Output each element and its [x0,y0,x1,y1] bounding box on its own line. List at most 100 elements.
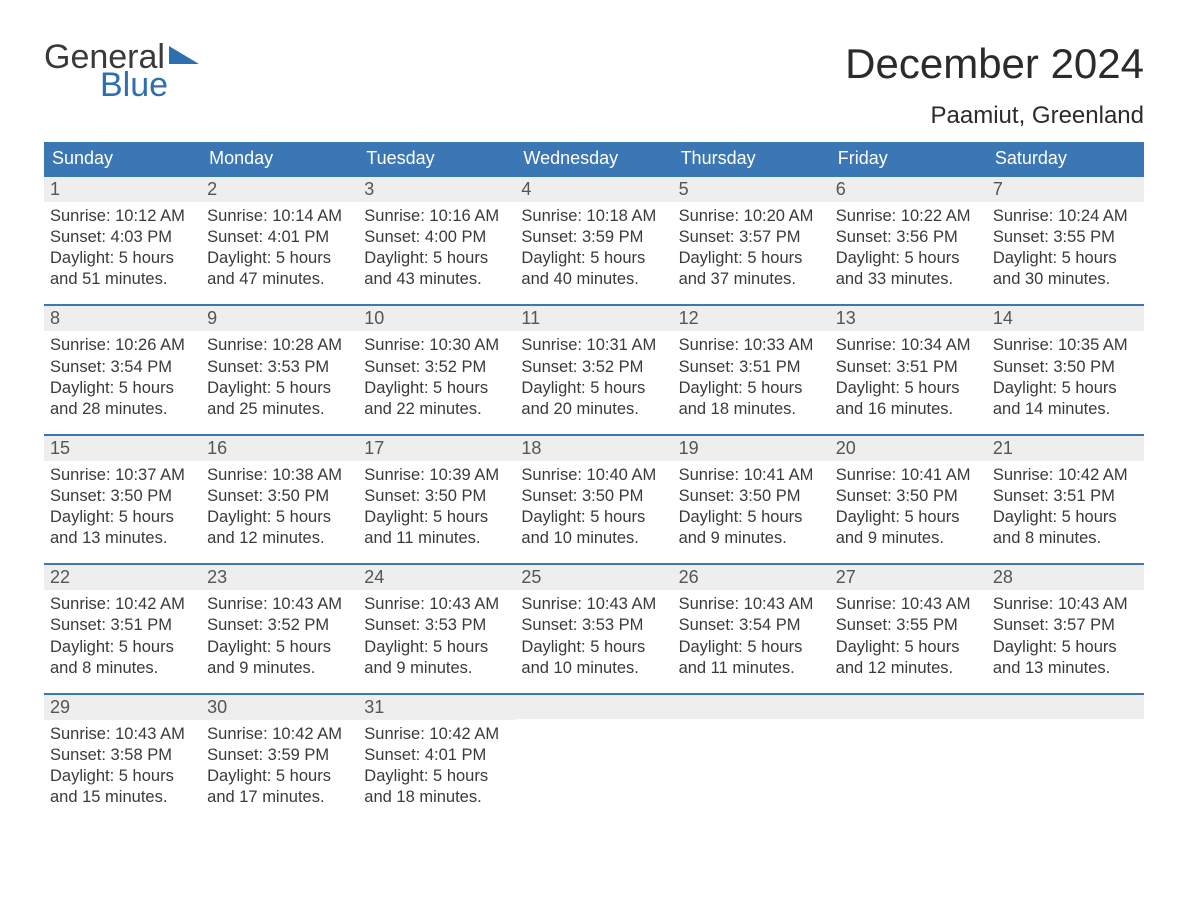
d1-text: Daylight: 5 hours [364,507,509,528]
sunset-text: Sunset: 3:59 PM [207,745,352,766]
calendar: Sunday Monday Tuesday Wednesday Thursday… [44,142,1144,808]
sunrise-text: Sunrise: 10:42 AM [207,724,352,745]
d2-text: and 40 minutes. [521,269,666,290]
dow-sunday: Sunday [44,142,201,175]
day-number: 1 [44,177,201,202]
day-content: Sunrise: 10:40 AMSunset: 3:50 PMDaylight… [515,461,672,549]
day-content: Sunrise: 10:30 AMSunset: 3:52 PMDaylight… [358,331,515,419]
sunset-text: Sunset: 3:56 PM [836,227,981,248]
day-cell: 31Sunrise: 10:42 AMSunset: 4:01 PMDaylig… [358,695,515,808]
day-cell: 20Sunrise: 10:41 AMSunset: 3:50 PMDaylig… [830,436,987,549]
day-number [515,695,672,719]
d1-text: Daylight: 5 hours [207,637,352,658]
day-content [830,719,987,799]
week-row: 1Sunrise: 10:12 AMSunset: 4:03 PMDayligh… [44,175,1144,290]
sunrise-text: Sunrise: 10:43 AM [993,594,1138,615]
d1-text: Daylight: 5 hours [836,248,981,269]
header: General Blue December 2024 Paamiut, Gree… [44,40,1144,130]
day-number: 17 [358,436,515,461]
d1-text: Daylight: 5 hours [207,507,352,528]
week-row: 15Sunrise: 10:37 AMSunset: 3:50 PMDaylig… [44,434,1144,549]
d2-text: and 10 minutes. [521,528,666,549]
location: Paamiut, Greenland [845,102,1144,130]
sunset-text: Sunset: 3:51 PM [993,486,1138,507]
day-number: 14 [987,306,1144,331]
d1-text: Daylight: 5 hours [679,378,824,399]
d2-text: and 18 minutes. [364,787,509,808]
sunrise-text: Sunrise: 10:26 AM [50,335,195,356]
sunset-text: Sunset: 3:50 PM [679,486,824,507]
day-number: 19 [673,436,830,461]
sunrise-text: Sunrise: 10:33 AM [679,335,824,356]
d1-text: Daylight: 5 hours [993,248,1138,269]
d1-text: Daylight: 5 hours [50,378,195,399]
day-cell: 27Sunrise: 10:43 AMSunset: 3:55 PMDaylig… [830,565,987,678]
day-content [673,719,830,799]
sunset-text: Sunset: 3:57 PM [993,615,1138,636]
sunset-text: Sunset: 4:01 PM [207,227,352,248]
sunset-text: Sunset: 3:58 PM [50,745,195,766]
sunset-text: Sunset: 3:50 PM [207,486,352,507]
weeks-container: 1Sunrise: 10:12 AMSunset: 4:03 PMDayligh… [44,175,1144,808]
day-cell [515,695,672,808]
d2-text: and 9 minutes. [679,528,824,549]
day-cell: 11Sunrise: 10:31 AMSunset: 3:52 PMDaylig… [515,306,672,419]
day-cell: 17Sunrise: 10:39 AMSunset: 3:50 PMDaylig… [358,436,515,549]
d1-text: Daylight: 5 hours [50,637,195,658]
week-row: 29Sunrise: 10:43 AMSunset: 3:58 PMDaylig… [44,693,1144,808]
day-content: Sunrise: 10:43 AMSunset: 3:57 PMDaylight… [987,590,1144,678]
d1-text: Daylight: 5 hours [521,637,666,658]
d2-text: and 12 minutes. [207,528,352,549]
d1-text: Daylight: 5 hours [207,766,352,787]
sunrise-text: Sunrise: 10:18 AM [521,206,666,227]
sunrise-text: Sunrise: 10:35 AM [993,335,1138,356]
day-cell [830,695,987,808]
sunset-text: Sunset: 3:51 PM [679,357,824,378]
day-content: Sunrise: 10:22 AMSunset: 3:56 PMDaylight… [830,202,987,290]
d1-text: Daylight: 5 hours [993,507,1138,528]
d2-text: and 28 minutes. [50,399,195,420]
sunrise-text: Sunrise: 10:14 AM [207,206,352,227]
day-number: 12 [673,306,830,331]
sunrise-text: Sunrise: 10:43 AM [521,594,666,615]
day-cell: 5Sunrise: 10:20 AMSunset: 3:57 PMDayligh… [673,177,830,290]
sunset-text: Sunset: 3:53 PM [521,615,666,636]
dow-monday: Monday [201,142,358,175]
sunrise-text: Sunrise: 10:20 AM [679,206,824,227]
day-number: 21 [987,436,1144,461]
day-number: 16 [201,436,358,461]
sunrise-text: Sunrise: 10:37 AM [50,465,195,486]
day-number [830,695,987,719]
day-cell: 14Sunrise: 10:35 AMSunset: 3:50 PMDaylig… [987,306,1144,419]
month-title: December 2024 [845,40,1144,88]
dow-thursday: Thursday [673,142,830,175]
day-cell: 1Sunrise: 10:12 AMSunset: 4:03 PMDayligh… [44,177,201,290]
day-cell: 13Sunrise: 10:34 AMSunset: 3:51 PMDaylig… [830,306,987,419]
day-cell: 3Sunrise: 10:16 AMSunset: 4:00 PMDayligh… [358,177,515,290]
day-content: Sunrise: 10:24 AMSunset: 3:55 PMDaylight… [987,202,1144,290]
day-number: 5 [673,177,830,202]
sunrise-text: Sunrise: 10:24 AM [993,206,1138,227]
day-content: Sunrise: 10:43 AMSunset: 3:55 PMDaylight… [830,590,987,678]
sunrise-text: Sunrise: 10:31 AM [521,335,666,356]
d2-text: and 9 minutes. [836,528,981,549]
sunset-text: Sunset: 3:50 PM [836,486,981,507]
sunset-text: Sunset: 3:51 PM [50,615,195,636]
day-content: Sunrise: 10:43 AMSunset: 3:53 PMDaylight… [515,590,672,678]
day-number: 29 [44,695,201,720]
d2-text: and 37 minutes. [679,269,824,290]
day-content: Sunrise: 10:43 AMSunset: 3:52 PMDaylight… [201,590,358,678]
day-cell: 28Sunrise: 10:43 AMSunset: 3:57 PMDaylig… [987,565,1144,678]
sunrise-text: Sunrise: 10:16 AM [364,206,509,227]
sunset-text: Sunset: 3:57 PM [679,227,824,248]
day-content: Sunrise: 10:34 AMSunset: 3:51 PMDaylight… [830,331,987,419]
sunrise-text: Sunrise: 10:30 AM [364,335,509,356]
d1-text: Daylight: 5 hours [50,766,195,787]
sunset-text: Sunset: 3:50 PM [50,486,195,507]
sunrise-text: Sunrise: 10:39 AM [364,465,509,486]
day-cell: 24Sunrise: 10:43 AMSunset: 3:53 PMDaylig… [358,565,515,678]
d2-text: and 18 minutes. [679,399,824,420]
d2-text: and 25 minutes. [207,399,352,420]
day-number: 30 [201,695,358,720]
d2-text: and 9 minutes. [364,658,509,679]
